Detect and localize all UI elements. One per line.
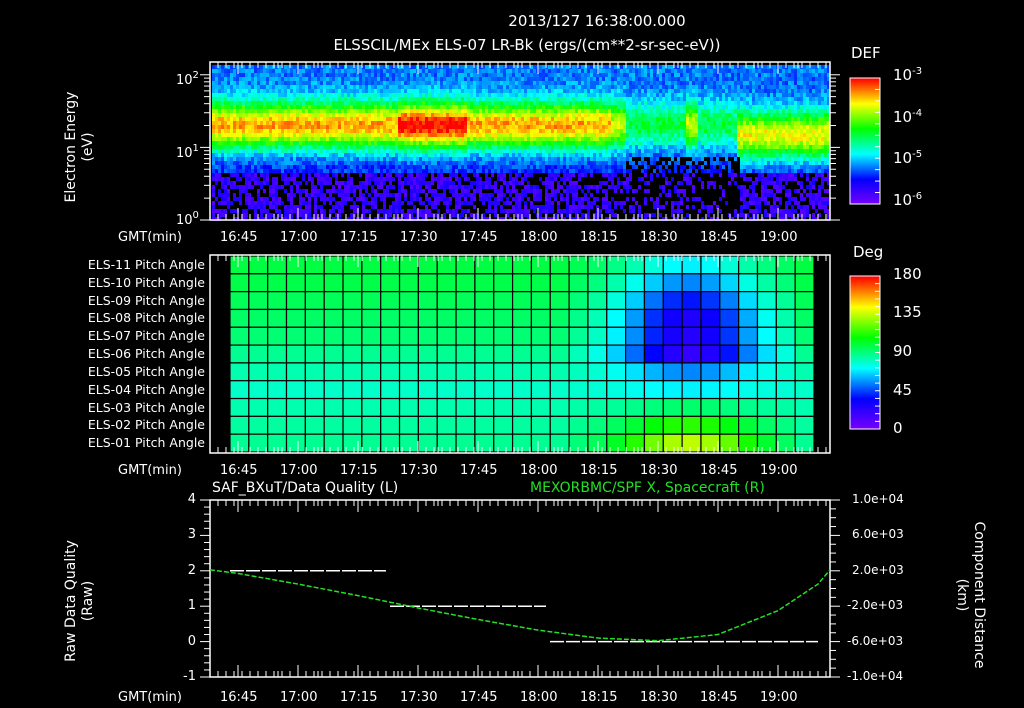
quality-tick: 4: [187, 492, 196, 507]
deg-colorbar-label: Deg: [853, 243, 884, 261]
time-axis-label: GMT(min): [118, 690, 182, 705]
time-tick-label: 17:00: [280, 463, 318, 478]
def-tick-1e-5: 10-5: [893, 149, 923, 167]
time-tick-label: 17:00: [280, 230, 318, 245]
pitch-angle-heatmap: [229, 255, 815, 453]
deg-tick-135: 135: [893, 303, 922, 321]
time-tick-label: 18:45: [700, 463, 738, 478]
quality-axis-title: Raw Data Quality: [63, 540, 79, 662]
time-tick-label: 18:00: [520, 463, 558, 478]
deg-tick-90: 90: [893, 342, 913, 360]
deg-tick-0: 0: [893, 419, 903, 437]
energy-plot-frame: [209, 61, 831, 221]
time-tick-label: 16:45: [220, 230, 258, 245]
quality-panel-title: SAF_BXuT/Data Quality (L): [212, 480, 399, 496]
time-tick-label: 17:45: [460, 690, 498, 705]
pitch-plot-frame: [209, 254, 831, 454]
time-tick-label: 19:00: [760, 230, 798, 245]
distance-tick: -6.0e+03: [847, 633, 904, 648]
time-tick-label: 17:45: [460, 230, 498, 245]
pitch-row-label: ELS-01 Pitch Angle: [87, 435, 205, 451]
def-tick-1e-4: 10-4: [893, 108, 923, 126]
time-tick-label: 19:00: [760, 463, 798, 478]
energy-axis-unit: (eV): [80, 132, 96, 162]
quality-tick: 0: [187, 633, 196, 649]
distance-tick: -2.0e+03: [847, 598, 904, 613]
time-tick-label: 17:15: [340, 230, 378, 245]
time-tick-label: 16:45: [220, 463, 258, 478]
time-tick-label: 18:00: [520, 230, 558, 245]
plot-timestamp: 2013/127 16:38:00.000: [508, 12, 686, 30]
pitch-row-label: ELS-08 Pitch Angle: [87, 310, 205, 326]
time-tick-label: 18:00: [520, 690, 558, 705]
quality-plot-frame: [209, 499, 831, 678]
distance-axis-unit: (km): [954, 578, 970, 612]
plot-title: ELSSCIL/MEx ELS-07 LR-Bk (ergs/(cm**2-sr…: [333, 36, 721, 54]
time-tick-label: 17:30: [400, 230, 438, 245]
distance-axis-title: Component Distance: [971, 521, 987, 669]
time-tick-label: 18:30: [640, 463, 678, 478]
def-colorbar: [849, 77, 881, 205]
time-tick-label: 17:30: [400, 690, 438, 705]
time-tick-label: 17:45: [460, 463, 498, 478]
orbit-x-line: [209, 569, 831, 642]
def-colorbar-label: DEF: [851, 44, 881, 62]
quality-axis-label: Raw Data Quality (Raw): [63, 516, 97, 686]
energy-spectrogram: [212, 65, 830, 221]
time-tick-label: 17:00: [280, 690, 318, 705]
time-axis-label: GMT(min): [118, 230, 182, 245]
deg-tick-45: 45: [893, 381, 913, 399]
pitch-row-label: ELS-07 Pitch Angle: [87, 328, 205, 344]
pitch-row-label: ELS-04 Pitch Angle: [87, 381, 205, 397]
deg-tick-180: 180: [893, 265, 922, 283]
time-tick-label: 18:45: [700, 230, 738, 245]
def-tick-1e-3: 10-3: [893, 66, 923, 84]
orbit-panel-title: MEXORBMC/SPF X, Spacecraft (R): [530, 480, 765, 496]
def-tick-1e-6: 10-6: [893, 191, 923, 209]
time-tick-label: 17:15: [340, 690, 378, 705]
time-tick-label: 16:45: [220, 690, 258, 705]
deg-colorbar: [849, 275, 881, 430]
distance-tick: 2.0e+03: [852, 562, 904, 577]
time-tick-label: 17:30: [400, 463, 438, 478]
time-tick-label: 18:15: [580, 230, 618, 245]
energy-axis-label: Electron Energy (eV): [63, 77, 97, 217]
time-tick-label: 18:15: [580, 690, 618, 705]
pitch-row-label: ELS-05 Pitch Angle: [87, 363, 205, 379]
distance-tick: 6.0e+03: [852, 527, 904, 542]
quality-tick: 2: [187, 562, 196, 578]
pitch-row-label: ELS-10 Pitch Angle: [87, 274, 205, 290]
distance-tick: -1.0e+04: [847, 669, 904, 683]
energy-axis-title: Electron Energy: [63, 91, 79, 203]
time-tick-label: 18:15: [580, 463, 618, 478]
pitch-row-label: ELS-06 Pitch Angle: [87, 346, 205, 362]
time-tick-label: 18:45: [700, 690, 738, 705]
energy-tick-10: 101: [176, 143, 199, 161]
quality-tick: 3: [187, 527, 196, 543]
quality-tick: -1: [183, 669, 196, 684]
time-tick-label: 19:00: [760, 690, 798, 705]
quality-axis-unit: (Raw): [80, 580, 96, 622]
pitch-row-label: ELS-03 Pitch Angle: [87, 399, 205, 415]
pitch-row-label: ELS-11 Pitch Angle: [87, 257, 205, 272]
pitch-row-label: ELS-02 Pitch Angle: [87, 417, 205, 433]
energy-tick-100: 102: [176, 70, 199, 88]
quality-tick: 1: [187, 598, 196, 614]
time-axis-label: GMT(min): [118, 463, 182, 478]
time-tick-label: 18:30: [640, 230, 678, 245]
distance-axis-label: Component Distance (km): [953, 505, 987, 685]
time-tick-label: 18:30: [640, 690, 678, 705]
distance-tick: 1.0e+04: [852, 492, 904, 506]
pitch-row-label: ELS-09 Pitch Angle: [87, 292, 205, 308]
energy-tick-1: 100: [176, 210, 199, 228]
time-tick-label: 17:15: [340, 463, 378, 478]
